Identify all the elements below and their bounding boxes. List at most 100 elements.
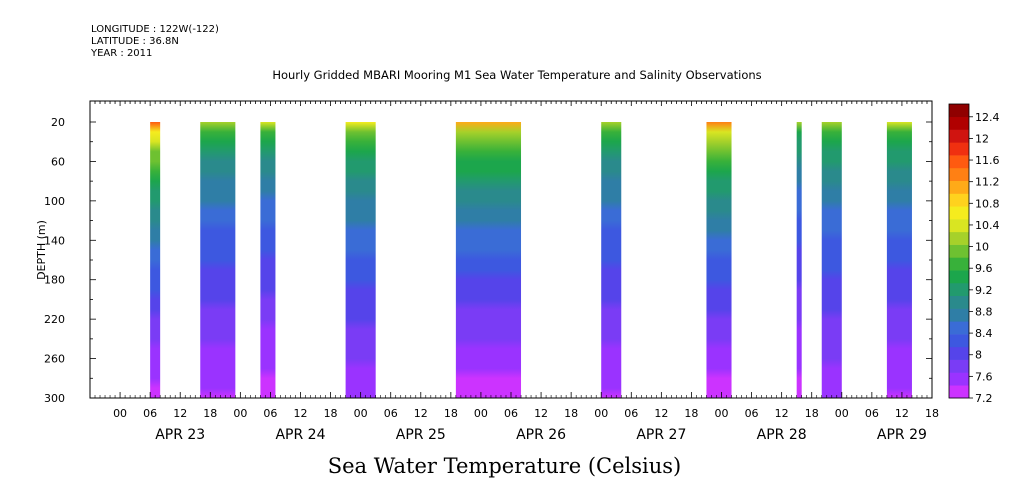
colorbar-swatch <box>949 334 969 348</box>
colorbar-swatch <box>949 282 969 297</box>
x-tick-label: 00 <box>233 407 247 420</box>
day-label: APR 28 <box>757 427 807 443</box>
day-label: APR 27 <box>636 427 686 443</box>
y-tick-label: 100 <box>44 195 65 208</box>
x-tick-label: 00 <box>113 407 127 420</box>
colorbar-swatch <box>949 116 969 130</box>
data-column <box>200 122 236 398</box>
x-tick-label: 00 <box>594 407 608 420</box>
colorbar-swatch <box>949 270 969 284</box>
y-tick-label: 140 <box>44 234 65 247</box>
y-tick-label: 180 <box>44 274 65 287</box>
colorbar-swatch <box>949 321 969 335</box>
x-tick-label: 06 <box>624 407 638 420</box>
colorbar-label: 10 <box>975 241 989 254</box>
x-tick-label: 06 <box>263 407 277 420</box>
colorbar-swatch <box>949 244 969 258</box>
colorbar-label: 9.2 <box>975 284 993 297</box>
x-tick-label: 12 <box>173 407 187 420</box>
colorbar-swatch <box>949 167 969 181</box>
x-tick-label: 06 <box>504 407 518 420</box>
colorbar-swatch <box>949 257 969 271</box>
data-columns <box>150 122 912 398</box>
x-tick-label: 06 <box>143 407 157 420</box>
x-tick-label: 06 <box>865 407 879 420</box>
colorbar-swatch <box>949 372 969 386</box>
longitude-label: LONGITUDE : 122W(-122) <box>91 24 219 35</box>
x-tick-label: 12 <box>895 407 909 420</box>
data-column <box>706 122 732 398</box>
x-tick-label: 18 <box>684 407 698 420</box>
colorbar-label: 10.8 <box>975 197 1000 210</box>
x-tick-label: 00 <box>354 407 368 420</box>
data-column <box>821 122 842 398</box>
colorbar-label: 12 <box>975 132 989 145</box>
data-column <box>345 122 376 398</box>
colorbar-swatch <box>949 346 969 360</box>
colorbar-swatch <box>949 180 969 194</box>
colorbar-swatch <box>949 206 969 220</box>
colorbar-label: 12.4 <box>975 111 1000 124</box>
data-column <box>886 122 912 398</box>
colorbar-label: 11.6 <box>975 154 1000 167</box>
year-label: YEAR : 2011 <box>91 48 153 59</box>
day-label: APR 24 <box>275 427 325 443</box>
colorbar-swatch <box>949 155 969 169</box>
y-tick-label: 20 <box>51 116 65 129</box>
colorbar-label: 7.2 <box>975 392 993 405</box>
colorbar-swatch <box>949 308 969 322</box>
variable-label: Sea Water Temperature (Celsius) <box>327 454 682 478</box>
day-label: APR 25 <box>396 427 446 443</box>
colorbar-label: 8.4 <box>975 327 993 340</box>
x-tick-label: 00 <box>474 407 488 420</box>
day-label: APR 29 <box>877 427 927 443</box>
colorbar-label: 10.4 <box>975 219 1000 232</box>
x-tick-label: 12 <box>775 407 789 420</box>
x-tick-label: 18 <box>444 407 458 420</box>
colorbar-swatch <box>949 219 969 233</box>
colorbar-border <box>948 103 970 399</box>
x-tick-label: 00 <box>835 407 849 420</box>
x-tick-label: 06 <box>384 407 398 420</box>
y-axis-label: DEPTH (m) <box>35 220 48 280</box>
data-column <box>455 122 522 398</box>
day-label: APR 26 <box>516 427 566 443</box>
colorbar-swatch <box>949 104 969 118</box>
colorbar-label: 8.8 <box>975 305 993 318</box>
x-tick-label: 12 <box>654 407 668 420</box>
x-tick-label: 12 <box>294 407 308 420</box>
x-tick-label: 18 <box>203 407 217 420</box>
y-axis: 20 60 100 140 180 220 260 300 <box>44 116 96 405</box>
colorbar: 7.2 7.6 8 8.4 8.8 9.2 9.6 10 10.4 10.8 11.2 11.6 12 1… <box>948 103 1000 405</box>
x-axis: 00 06 12 18 00 06 12 18 00 06 12 18 00 06 12 18 00 06 12 18… <box>94 392 939 443</box>
x-tick-label: 18 <box>805 407 819 420</box>
x-tick-label: 00 <box>715 407 729 420</box>
colorbar-swatch <box>949 129 969 143</box>
x-tick-label: 18 <box>324 407 338 420</box>
day-label: APR 23 <box>155 427 205 443</box>
x-tick-label: 06 <box>745 407 759 420</box>
colorbar-label: 7.6 <box>975 370 993 383</box>
colorbar-label: 8 <box>975 349 982 362</box>
colorbar-label: 11.2 <box>975 176 1000 189</box>
colorbar-swatch <box>949 193 969 207</box>
y-tick-label: 60 <box>51 155 65 168</box>
data-column <box>150 122 161 398</box>
chart-title: Hourly Gridded MBARI Mooring M1 Sea Wate… <box>272 68 762 82</box>
x-tick-label: 18 <box>564 407 578 420</box>
colorbar-swatch <box>949 359 969 373</box>
data-column <box>796 122 802 398</box>
metadata-block: LONGITUDE : 122W(-122) LATITUDE : 36.8N … <box>91 24 219 60</box>
colorbar-swatch <box>949 231 969 245</box>
latitude-label: LATITUDE : 36.8N <box>91 36 179 47</box>
data-column <box>601 122 622 398</box>
y-tick-label: 220 <box>44 313 65 326</box>
colorbar-label: 9.6 <box>975 262 993 275</box>
x-tick-label: 12 <box>414 407 428 420</box>
data-column <box>260 122 276 398</box>
x-tick-label: 18 <box>925 407 939 420</box>
y-tick-label: 300 <box>44 392 65 405</box>
x-tick-label: 12 <box>534 407 548 420</box>
y-tick-label: 260 <box>44 353 65 366</box>
